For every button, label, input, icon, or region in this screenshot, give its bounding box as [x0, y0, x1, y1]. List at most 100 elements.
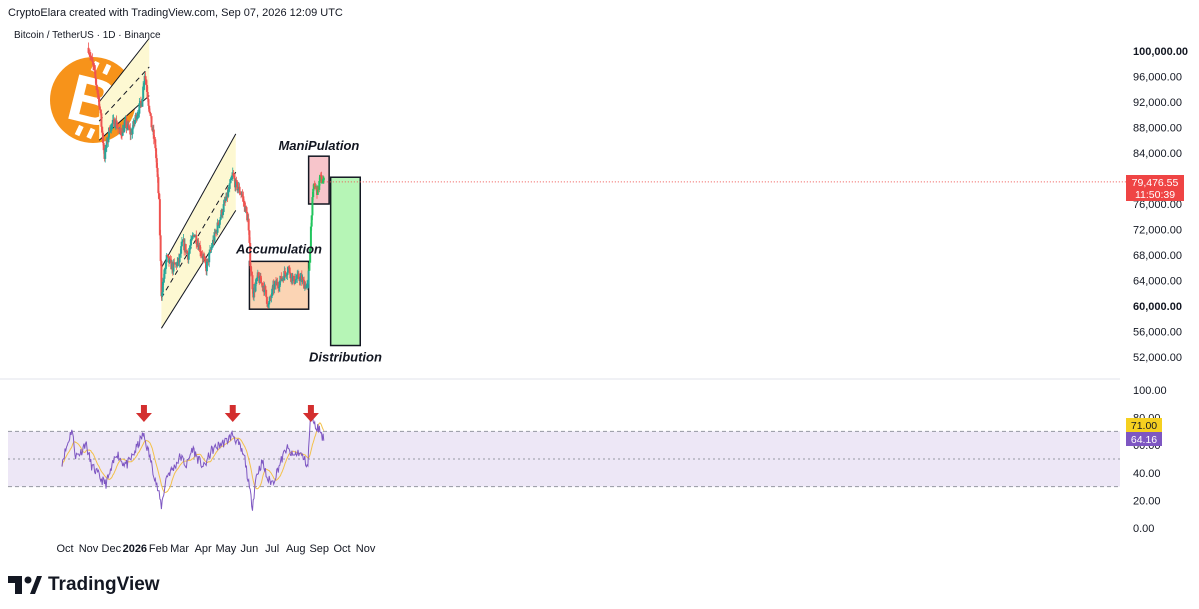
- rsi-tick-label: 20.00: [1133, 495, 1161, 507]
- candle-body: [246, 211, 249, 221]
- candle-body: [257, 272, 260, 277]
- candle-body: [138, 103, 141, 114]
- candle-body: [265, 289, 268, 297]
- candle-body: [300, 275, 303, 283]
- price-axis[interactable]: 100,000.00 96,000.00 92,000.00 88,000.00 84,…: [1133, 46, 1188, 364]
- rsi-value: 64.16: [1131, 434, 1157, 446]
- candle-body: [229, 179, 232, 184]
- time-tick-label: Nov: [356, 543, 376, 555]
- candle-body: [203, 257, 206, 259]
- candle-body: [147, 99, 150, 106]
- candle-body: [267, 304, 270, 307]
- candle-body: [117, 127, 120, 129]
- candle-body: [219, 217, 222, 220]
- rsi-ma-tag: 71.00: [1126, 418, 1162, 432]
- tradingview-brand: TradingView: [48, 574, 160, 595]
- candle-body: [99, 109, 102, 114]
- candle-body: [162, 278, 165, 282]
- candle-body: [91, 57, 94, 62]
- candle-body: [293, 282, 296, 284]
- candle-body: [294, 279, 297, 283]
- candle-body: [230, 178, 233, 180]
- candle-body: [96, 90, 99, 94]
- candle-body: [180, 241, 183, 247]
- candle-body: [87, 47, 90, 53]
- time-tick-label: Jul: [265, 543, 279, 555]
- price-tick-label: 76,000.00: [1133, 199, 1182, 211]
- candle-body: [150, 116, 153, 128]
- price-tick-label: 88,000.00: [1133, 123, 1182, 135]
- candle-body: [151, 127, 154, 131]
- candle-body: [113, 118, 116, 128]
- candle-body: [322, 180, 325, 183]
- channel-fill: [99, 38, 150, 141]
- candle-body: [233, 175, 236, 179]
- candle-body: [176, 261, 179, 267]
- candle-body: [224, 200, 227, 202]
- time-axis[interactable]: Oct Nov Dec 2026 Feb Mar Apr May Jun Jul Aug Sep Oct…: [56, 543, 375, 555]
- candle-body: [318, 180, 321, 190]
- channel-layer: [98, 37, 237, 329]
- tradingview-logo[interactable]: TradingView: [8, 574, 160, 596]
- candle-body: [251, 275, 254, 290]
- rsi-ma-line: [61, 422, 325, 493]
- accumulation-label: Accumulation: [235, 241, 322, 256]
- time-tick-label: 2026: [123, 543, 147, 555]
- candle-body: [261, 282, 264, 288]
- candle-body: [235, 180, 238, 182]
- candle-body: [161, 281, 164, 293]
- candle-body: [144, 75, 147, 80]
- candle-body: [188, 249, 191, 253]
- signal-arrow-icon: [302, 405, 319, 422]
- candle-body: [270, 296, 273, 298]
- candle-body: [241, 194, 244, 197]
- candle-body: [136, 115, 139, 120]
- candle-body: [309, 226, 312, 249]
- candle-body: [178, 254, 181, 263]
- candle-body: [105, 139, 108, 148]
- candle-body: [264, 286, 267, 290]
- candle-body: [278, 280, 281, 287]
- candle-body: [157, 177, 160, 194]
- candle-body: [193, 236, 196, 238]
- candle-body: [195, 235, 198, 244]
- candle-body: [129, 128, 132, 135]
- candle-body: [216, 222, 219, 233]
- candle-body: [227, 188, 230, 190]
- candle-body: [89, 55, 92, 57]
- candle-body: [187, 252, 190, 260]
- candle-body: [139, 100, 142, 103]
- candle-body: [153, 138, 156, 140]
- candle-body: [252, 287, 255, 298]
- candle-body: [190, 237, 193, 240]
- candle-body: [189, 239, 192, 246]
- candle-body: [265, 296, 268, 304]
- candle-body: [305, 285, 308, 289]
- price-tick-label: 96,000.00: [1133, 72, 1182, 84]
- candle-body: [142, 84, 145, 87]
- candle-body: [88, 52, 91, 54]
- candle-body: [119, 127, 122, 134]
- time-tick-label: Oct: [333, 543, 350, 555]
- candle-body: [311, 197, 314, 216]
- candle-body: [120, 133, 123, 136]
- time-tick-label: Sep: [309, 543, 329, 555]
- candle-body: [228, 183, 231, 189]
- candle-body: [204, 258, 207, 264]
- candle-body: [200, 253, 203, 256]
- candle-body: [273, 283, 276, 290]
- channel-mid-line: [98, 66, 150, 122]
- candle-body: [142, 86, 145, 99]
- candle-body: [288, 267, 291, 274]
- candle-body: [223, 200, 226, 205]
- candle-body: [158, 199, 161, 236]
- candle-body: [199, 245, 202, 252]
- candle-body: [132, 121, 135, 129]
- candle-body: [152, 129, 155, 139]
- candle-body: [247, 218, 250, 231]
- candle-body: [149, 111, 152, 114]
- candle-body: [286, 272, 289, 275]
- candle-body: [165, 254, 168, 263]
